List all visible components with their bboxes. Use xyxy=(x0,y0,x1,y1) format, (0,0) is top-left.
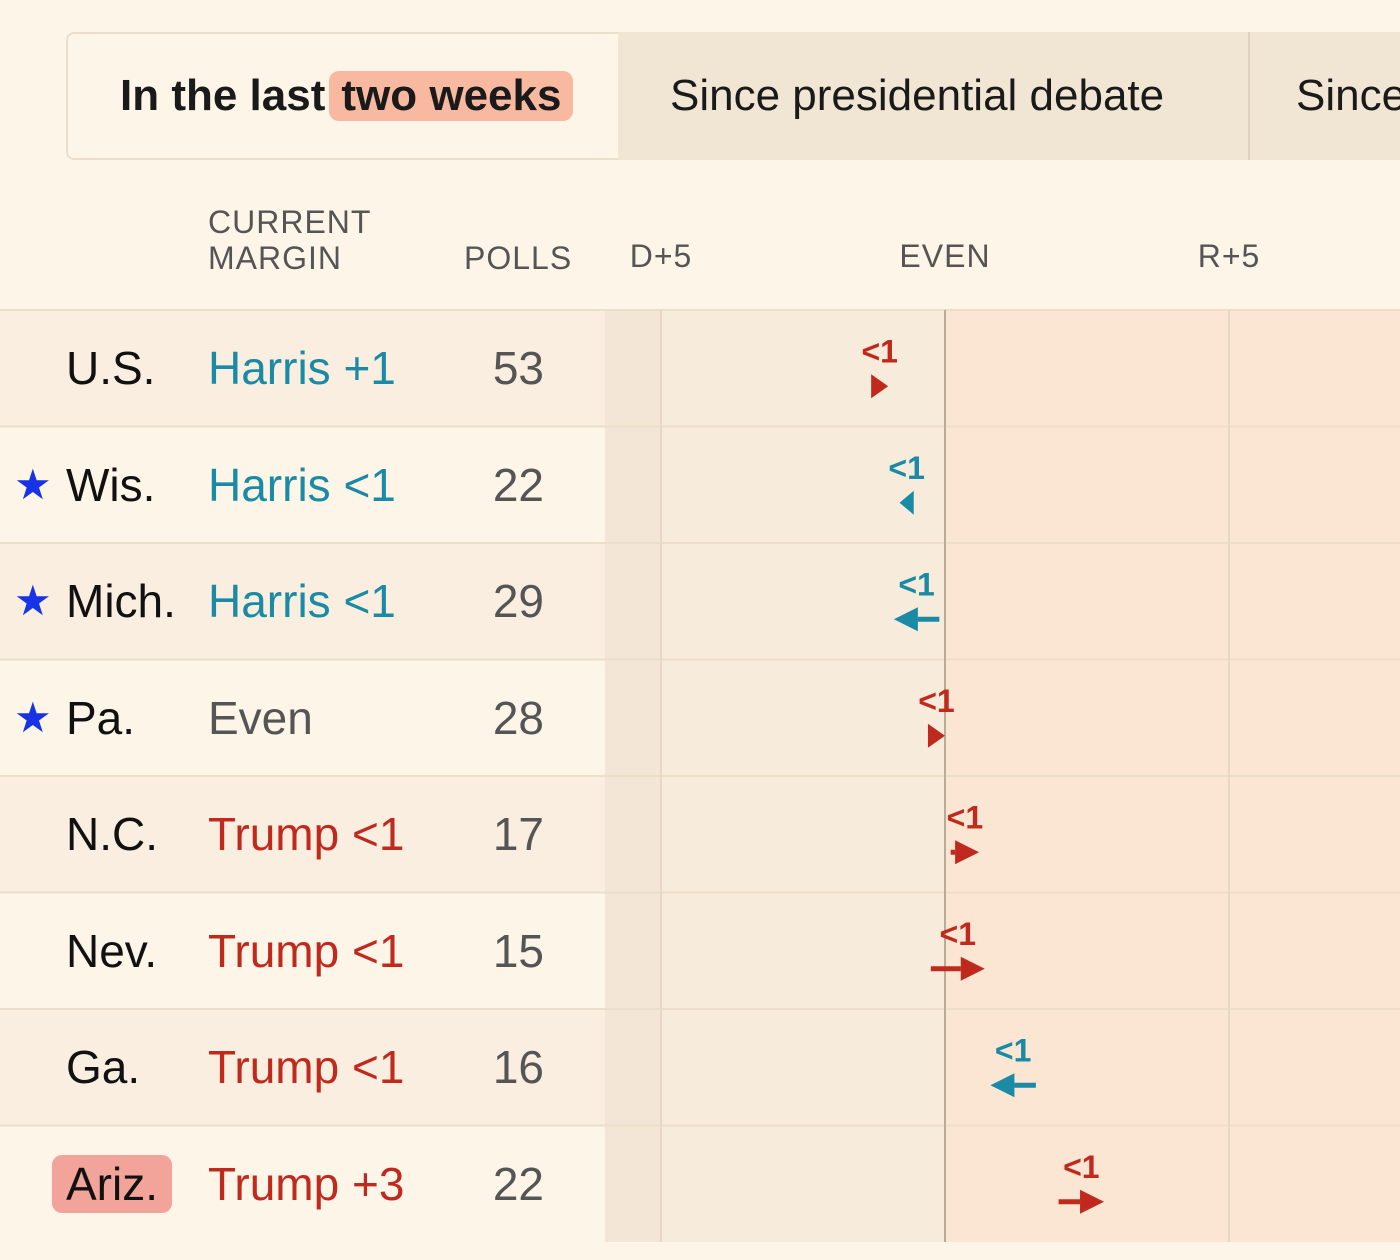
margin-change-label: <1 xyxy=(995,1032,1031,1068)
current-margin: Trump <1 xyxy=(208,808,405,860)
margin-change-arrowhead xyxy=(960,956,985,981)
poll-count: 15 xyxy=(492,924,544,977)
tab-label-highlight: two weeks xyxy=(329,71,574,121)
state-row: Nev. Trump <1 15 xyxy=(0,893,605,1009)
state-name: Nev. xyxy=(66,924,158,977)
margin-change-arrowhead xyxy=(893,607,918,632)
margin-change-label: <1 xyxy=(918,683,954,719)
time-range-tabs: In the last two weeks Since presidential… xyxy=(66,32,1400,160)
battleground-star-icon: ★ xyxy=(14,460,52,508)
row-stripe xyxy=(0,310,605,427)
margin-change-label: <1 xyxy=(947,799,983,835)
margin-change-arrowhead xyxy=(927,723,945,748)
state-name: Pa. xyxy=(66,691,136,744)
state-row: ★ Wis. Harris <1 22 xyxy=(0,427,605,543)
margin-column-header: CURRENT MARGIN xyxy=(208,204,371,276)
margin-change-arrowhead xyxy=(955,840,980,865)
margin-change-label: <1 xyxy=(1063,1149,1099,1185)
state-name: Ga. xyxy=(66,1041,141,1093)
row-stripe xyxy=(0,1009,605,1126)
margin-change-label: <1 xyxy=(861,333,897,369)
margin-change-arrowhead xyxy=(990,1073,1015,1098)
row-stripe xyxy=(0,776,605,893)
x-tick-label: EVEN xyxy=(899,238,990,274)
margin-change-label: <1 xyxy=(888,450,924,486)
state-name: Wis. xyxy=(66,458,156,511)
state-row: ★ Pa. Even 28 xyxy=(0,660,605,776)
margin-change-label: <1 xyxy=(940,916,976,952)
poll-count: 16 xyxy=(492,1041,544,1093)
tab-last-two-weeks[interactable]: In the last two weeks xyxy=(66,32,618,160)
state-name: N.C. xyxy=(66,808,158,860)
state-row: U.S. Harris +1 53 xyxy=(0,310,605,426)
current-margin: Harris +1 xyxy=(208,342,396,394)
row-stripe xyxy=(0,543,605,660)
tab-label: Since xyxy=(1296,71,1400,120)
state-name: Mich. xyxy=(66,575,176,627)
margin-change-arrowhead xyxy=(871,374,889,399)
poll-count: 29 xyxy=(492,575,544,627)
poll-count: 22 xyxy=(492,1157,544,1210)
poll-count: 28 xyxy=(492,691,544,744)
margin-change-arrowhead xyxy=(1080,1189,1105,1214)
state-name: U.S. xyxy=(66,342,156,394)
poll-count: 53 xyxy=(492,342,544,394)
current-margin: Even xyxy=(208,691,313,744)
margin-header-line2: MARGIN xyxy=(208,240,342,276)
battleground-star-icon: ★ xyxy=(14,577,52,624)
poll-count: 22 xyxy=(492,458,544,511)
state-row: Ariz. Trump +3 22 xyxy=(0,1126,605,1242)
current-margin: Trump <1 xyxy=(208,1041,405,1093)
poll-count: 17 xyxy=(492,808,544,860)
battleground-star-icon: ★ xyxy=(14,693,52,741)
tab-label: Since presidential debate xyxy=(670,71,1165,120)
x-tick-label: D+5 xyxy=(630,238,693,274)
state-row: Ga. Trump <1 16 xyxy=(0,1009,605,1125)
polls-column-header: POLLS xyxy=(464,240,573,276)
margin-change-arrowhead xyxy=(899,490,914,515)
x-tick-label: R+5 xyxy=(1198,238,1261,274)
current-margin: Trump +3 xyxy=(208,1157,405,1210)
current-margin: Harris <1 xyxy=(208,458,396,511)
state-name: Ariz. xyxy=(52,1154,172,1213)
tab-since-truncated[interactable]: Since xyxy=(1250,32,1400,160)
margin-change-label: <1 xyxy=(898,566,934,602)
current-margin: Harris <1 xyxy=(208,575,396,627)
margin-header-line1: CURRENT xyxy=(208,204,372,240)
tab-since-debate[interactable]: Since presidential debate xyxy=(618,32,1250,160)
tab-label-prefix: In the last xyxy=(120,71,326,120)
state-row: ★ Mich. Harris <1 29 xyxy=(0,543,605,659)
state-row: N.C. Trump <1 17 xyxy=(0,776,605,892)
current-margin: Trump <1 xyxy=(208,924,405,977)
